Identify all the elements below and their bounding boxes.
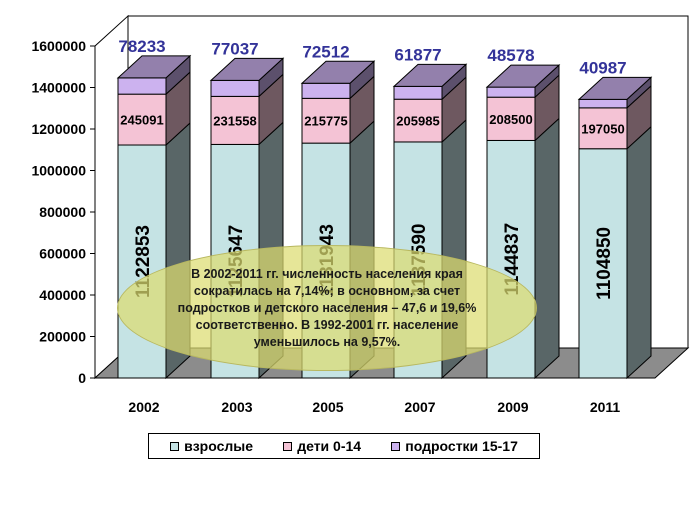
x-tick-label: 2002 <box>128 399 159 415</box>
legend-item-children: дети 0-14 <box>283 438 361 454</box>
legend-item-teens: подростки 15-17 <box>391 438 518 454</box>
bars: 1122853245091782331125647231558770371131… <box>116 37 653 380</box>
x-tick-label: 2003 <box>221 399 252 415</box>
legend-label-children: дети 0-14 <box>297 438 362 454</box>
legend-swatch-adults <box>170 441 180 451</box>
y-tick-label: 1200000 <box>31 121 86 137</box>
x-tick-label: 2005 <box>312 399 343 415</box>
data-label-children: 245091 <box>120 113 163 128</box>
data-label-teens: 72512 <box>302 42 349 61</box>
bar-top-2011 <box>577 76 653 100</box>
legend: взрослые дети 0-14 подростки 15-17 <box>148 433 540 459</box>
bar-teens-2007 <box>393 85 443 100</box>
bar-children-2002 <box>117 93 167 146</box>
bar-teens-2005 <box>301 82 351 99</box>
y-tick-label: 800000 <box>39 204 86 220</box>
x-axis-labels: 2002 2003 2005 2007 2009 2011 <box>128 399 620 415</box>
data-label-teens: 77037 <box>211 39 258 58</box>
legend-swatch-teens <box>391 441 401 451</box>
y-tick-label: 200000 <box>39 329 86 345</box>
y-tick-label: 600000 <box>39 246 86 262</box>
data-label-teens: 78233 <box>118 37 165 56</box>
data-label-adults: 1104850 <box>594 227 615 300</box>
data-label-children: 208500 <box>489 112 532 127</box>
bar-top-2002 <box>116 55 192 79</box>
y-tick-label: 1600000 <box>31 38 86 54</box>
data-label-children: 231558 <box>213 113 256 128</box>
bar-top-2005 <box>300 60 376 84</box>
bar-stack-2011: 1104850 197050 40987 <box>577 58 653 380</box>
bar-top-2009 <box>485 64 561 88</box>
bar-teens-2002 <box>117 77 167 95</box>
data-label-children: 215775 <box>304 114 347 129</box>
y-axis: 0 200000 400000 600000 800000 1000000 1200000 1… <box>31 38 95 386</box>
x-tick-label: 2009 <box>497 399 528 415</box>
bar-children-2007 <box>393 98 443 143</box>
x-tick-label: 2007 <box>404 399 435 415</box>
bar-teens-2009 <box>486 86 536 98</box>
y-tick-label: 1400000 <box>31 80 86 96</box>
bar-top-2003 <box>209 57 285 81</box>
bar-teens-2003 <box>210 79 260 97</box>
legend-swatch-children <box>283 441 293 451</box>
y-tick-label: 400000 <box>39 287 86 303</box>
y-tick-label: 1000000 <box>31 163 86 179</box>
data-label-teens: 40987 <box>579 58 626 77</box>
annotation-text: В 2002-2011 гг. численность населения кр… <box>177 266 477 349</box>
data-label-teens: 61877 <box>394 45 441 64</box>
x-tick-label: 2011 <box>590 399 621 415</box>
legend-label-teens: подростки 15-17 <box>405 438 518 454</box>
bar-children-2003 <box>210 95 260 145</box>
legend-label-adults: взрослые <box>184 438 253 454</box>
annotation-ellipse: В 2002-2011 гг. численность населения кр… <box>117 245 537 371</box>
legend-item-adults: взрослые <box>170 438 253 454</box>
bar-teens-2011 <box>578 98 628 109</box>
bar-children-2011 <box>578 107 628 150</box>
bar-side-adults-2011 <box>626 125 652 380</box>
y-tick-label: 0 <box>78 370 86 386</box>
bar-children-2005 <box>301 97 351 144</box>
data-label-children: 205985 <box>396 114 439 129</box>
data-label-teens: 48578 <box>487 46 534 65</box>
data-label-children: 197050 <box>581 121 624 136</box>
bar-side-adults-2009 <box>534 117 560 380</box>
bar-top-2007 <box>392 63 468 87</box>
